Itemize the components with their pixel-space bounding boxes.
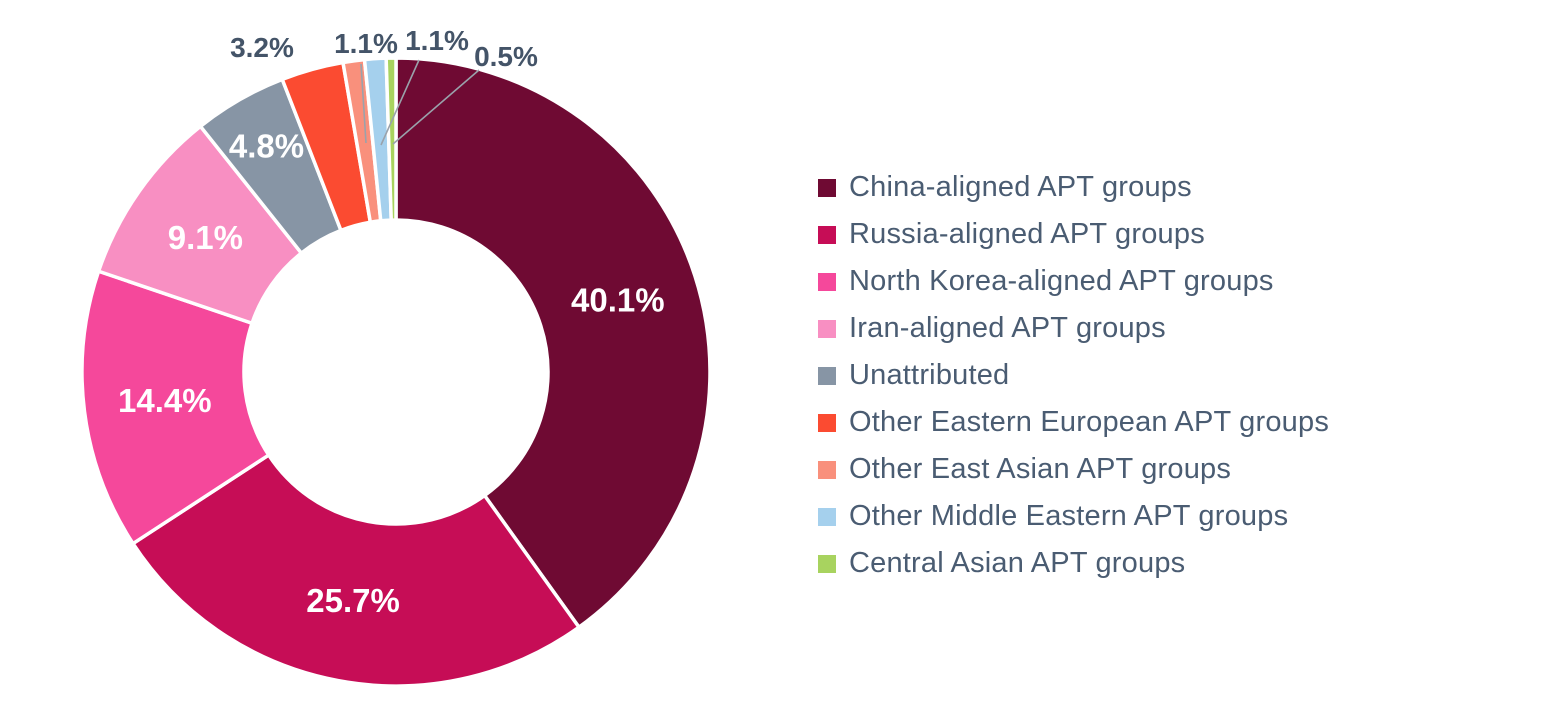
legend-item-other-middle-eastern: Other Middle Eastern APT groups	[818, 493, 1329, 540]
legend: China-aligned APT groups Russia-aligned …	[818, 164, 1329, 587]
legend-label: Iran-aligned APT groups	[849, 312, 1166, 344]
legend-label: Unattributed	[849, 359, 1010, 391]
legend-item-north-korea: North Korea-aligned APT groups	[818, 258, 1329, 305]
slice-value-label: 40.1%	[571, 282, 665, 319]
donut-slice	[131, 453, 581, 688]
slice-value-label: 1.1%	[334, 28, 398, 59]
legend-item-russia: Russia-aligned APT groups	[818, 211, 1329, 258]
leader-line	[360, 63, 367, 144]
slice-value-label: 9.1%	[168, 219, 243, 256]
slice-value-label: 0.5%	[474, 41, 538, 72]
legend-swatch-icon	[818, 319, 836, 338]
leader-line	[392, 69, 480, 145]
legend-item-other-eastern-european: Other Eastern European APT groups	[818, 399, 1329, 446]
legend-label: Other East Asian APT groups	[849, 453, 1232, 485]
legend-swatch-icon	[818, 507, 836, 526]
slice-value-label: 1.1%	[405, 25, 469, 56]
legend-swatch-icon	[818, 460, 836, 479]
donut-slice	[80, 269, 271, 546]
legend-item-unattributed: Unattributed	[818, 352, 1329, 399]
legend-swatch-icon	[818, 554, 836, 573]
legend-item-china: China-aligned APT groups	[818, 164, 1329, 211]
legend-swatch-icon	[818, 413, 836, 432]
legend-item-other-east-asian: Other East Asian APT groups	[818, 446, 1329, 493]
donut-svg: 40.1%25.7%14.4%9.1%4.8%3.2% 1.1% 1.1%0.5%	[80, 25, 712, 688]
donut-slice	[384, 56, 398, 222]
slice-value-label: 3.2%	[230, 32, 294, 63]
legend-swatch-icon	[818, 366, 836, 385]
slice-value-label: 4.8%	[229, 128, 304, 165]
leader-line	[380, 59, 420, 146]
legend-label: North Korea-aligned APT groups	[849, 265, 1274, 297]
legend-label: Other Middle Eastern APT groups	[849, 500, 1289, 532]
legend-swatch-icon	[818, 272, 836, 291]
slice-value-label: 14.4%	[118, 382, 212, 419]
legend-swatch-icon	[818, 178, 836, 197]
legend-label: China-aligned APT groups	[849, 171, 1192, 203]
legend-label: Central Asian APT groups	[849, 547, 1186, 579]
legend-item-central-asian: Central Asian APT groups	[818, 540, 1329, 587]
legend-label: Russia-aligned APT groups	[849, 218, 1205, 250]
slice-value-label: 25.7%	[306, 582, 400, 619]
legend-swatch-icon	[818, 225, 836, 244]
donut-slice	[394, 56, 712, 629]
legend-item-iran: Iran-aligned APT groups	[818, 305, 1329, 352]
legend-label: Other Eastern European APT groups	[849, 406, 1330, 438]
donut-chart: 40.1% 25.7% 14.4% 9.1% 4.8% 3.2% 1.1% 1.1% 0.5%	[80, 25, 712, 688]
